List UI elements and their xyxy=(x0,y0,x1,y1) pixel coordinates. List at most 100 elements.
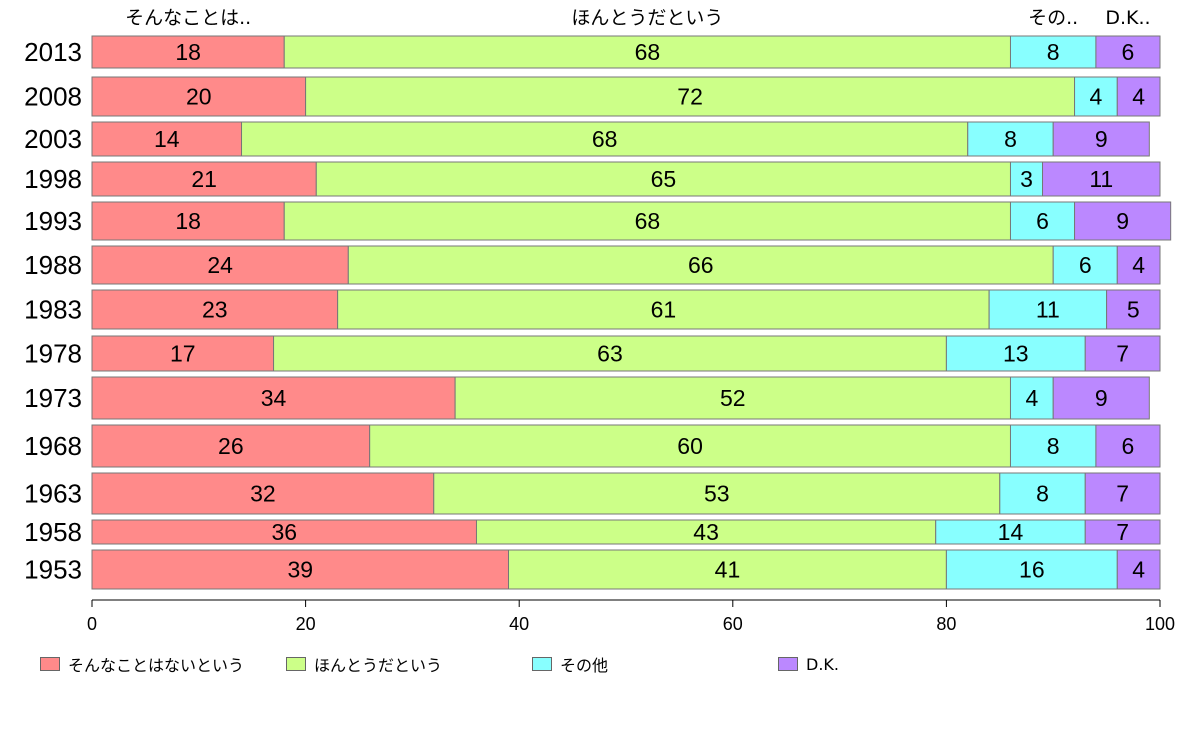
data-label-1968-series-3: 8 xyxy=(1047,433,1060,459)
bar-2013-series-3 xyxy=(1009,35,1097,69)
data-label-1983-series-3: 11 xyxy=(1036,297,1060,323)
data-label-1963-series-1: 32 xyxy=(250,481,276,507)
data-label-1953-series-1: 39 xyxy=(287,557,313,583)
series-top-label-4: D.K.. xyxy=(1105,7,1150,29)
data-label-1983-series-2: 61 xyxy=(651,297,677,323)
x-tick-label-100: 100 xyxy=(1145,614,1175,634)
x-tick-label-40: 40 xyxy=(509,614,529,634)
category-label-1978: 1978 xyxy=(24,339,82,369)
data-label-1968-series-1: 26 xyxy=(218,433,244,459)
data-label-1953-series-4: 4 xyxy=(1132,557,1145,583)
bar-2008-series-3 xyxy=(1074,76,1118,117)
data-label-2013-series-2: 68 xyxy=(635,39,661,65)
data-label-1998-series-3: 3 xyxy=(1020,166,1033,192)
bar-1993-series-4 xyxy=(1074,201,1172,241)
data-label-1983-series-4: 5 xyxy=(1127,297,1140,323)
bar-1988-series-4 xyxy=(1116,245,1161,285)
bar-2003-series-4 xyxy=(1052,121,1150,157)
bar-1953-series-4 xyxy=(1116,549,1161,590)
bar-2003-series-1 xyxy=(91,121,243,157)
data-label-1958-series-4: 7 xyxy=(1116,519,1129,545)
data-label-1988-series-2: 66 xyxy=(688,252,714,278)
data-label-1963-series-4: 7 xyxy=(1116,481,1129,507)
legend-item-series-4: D.K. xyxy=(778,652,839,676)
data-label-1978-series-4: 7 xyxy=(1116,341,1129,367)
x-tick-label-60: 60 xyxy=(723,614,743,634)
bar-2008-series-1 xyxy=(91,76,307,117)
bar-2013-series-4 xyxy=(1095,35,1161,69)
category-label-1993: 1993 xyxy=(24,206,82,236)
data-label-1958-series-3: 14 xyxy=(998,519,1024,545)
bar-2003-series-2 xyxy=(241,121,969,157)
data-label-1963-series-3: 8 xyxy=(1036,481,1049,507)
bar-1968-series-4 xyxy=(1095,424,1161,468)
bar-1953-series-2 xyxy=(508,549,947,590)
series-top-label-2: ほんとうだという xyxy=(571,7,723,29)
data-label-1973-series-1: 34 xyxy=(261,385,287,411)
legend-label-series-3: その他 xyxy=(560,656,609,675)
data-label-1988-series-4: 4 xyxy=(1132,252,1145,278)
legend-swatch-series-1 xyxy=(40,657,60,671)
bar-1963-series-2 xyxy=(433,472,1001,515)
data-label-1993-series-1: 18 xyxy=(175,208,201,234)
bar-1968-series-1 xyxy=(91,424,371,468)
data-label-1993-series-3: 6 xyxy=(1036,208,1049,234)
data-label-2008-series-3: 4 xyxy=(1090,84,1103,110)
bar-1978-series-1 xyxy=(91,335,275,372)
data-label-2003-series-1: 14 xyxy=(154,126,180,152)
data-label-2008-series-2: 72 xyxy=(677,84,703,110)
legend-label-series-2: ほんとうだという xyxy=(314,656,443,675)
bar-1993-series-3 xyxy=(1009,201,1076,241)
x-tick-label-0: 0 xyxy=(87,614,97,634)
bar-1968-series-2 xyxy=(369,424,1011,468)
data-label-1978-series-3: 13 xyxy=(1003,341,1029,367)
bar-1958-series-3 xyxy=(935,519,1086,545)
bar-1993-series-1 xyxy=(91,201,285,241)
bar-1958-series-1 xyxy=(91,519,477,545)
data-label-1973-series-4: 9 xyxy=(1095,385,1108,411)
bar-1988-series-1 xyxy=(91,245,349,285)
bar-1993-series-2 xyxy=(283,201,1011,241)
data-label-2008-series-1: 20 xyxy=(186,84,212,110)
bar-2013-series-2 xyxy=(283,35,1011,69)
legend-label-series-4: D.K. xyxy=(806,654,839,674)
legend-swatch-series-2 xyxy=(286,657,306,671)
category-label-1958: 1958 xyxy=(24,517,82,547)
bar-1978-series-3 xyxy=(945,335,1086,372)
category-label-1953: 1953 xyxy=(24,555,82,585)
bar-1988-series-2 xyxy=(347,245,1054,285)
data-label-1968-series-4: 6 xyxy=(1122,433,1135,459)
bar-1973-series-2 xyxy=(454,376,1011,420)
bar-2008-series-4 xyxy=(1116,76,1161,117)
series-top-label-1: そんなことは.. xyxy=(125,7,251,29)
data-label-1993-series-2: 68 xyxy=(635,208,661,234)
data-label-1983-series-1: 23 xyxy=(202,297,228,323)
bar-1998-series-2 xyxy=(315,161,1011,197)
bar-1988-series-3 xyxy=(1052,245,1118,285)
data-label-1963-series-2: 53 xyxy=(704,481,730,507)
category-label-1988: 1988 xyxy=(24,250,82,280)
data-label-2013-series-3: 8 xyxy=(1047,39,1060,65)
bar-1983-series-4 xyxy=(1106,289,1161,330)
category-label-1968: 1968 xyxy=(24,431,82,461)
bar-2008-series-2 xyxy=(305,76,1076,117)
legend-item-series-2: ほんとうだという xyxy=(286,652,442,676)
x-tick-label-20: 20 xyxy=(296,614,316,634)
data-label-1958-series-2: 43 xyxy=(693,519,719,545)
legend-swatch-series-3 xyxy=(532,657,552,671)
x-tick-label-80: 80 xyxy=(936,614,956,634)
data-label-1998-series-4: 11 xyxy=(1089,166,1113,192)
legend-item-series-3: その他 xyxy=(532,652,608,676)
data-label-2003-series-3: 8 xyxy=(1004,126,1017,152)
data-label-1993-series-4: 9 xyxy=(1116,208,1129,234)
category-label-1973: 1973 xyxy=(24,383,82,413)
data-label-1998-series-2: 65 xyxy=(651,166,677,192)
legend-label-series-1: そんなことはないという xyxy=(68,656,245,675)
data-label-1973-series-3: 4 xyxy=(1025,385,1038,411)
bar-1963-series-1 xyxy=(91,472,435,515)
bar-1978-series-4 xyxy=(1084,335,1161,372)
data-label-1998-series-1: 21 xyxy=(191,166,217,192)
data-label-1953-series-3: 16 xyxy=(1019,557,1045,583)
data-label-1988-series-3: 6 xyxy=(1079,252,1092,278)
